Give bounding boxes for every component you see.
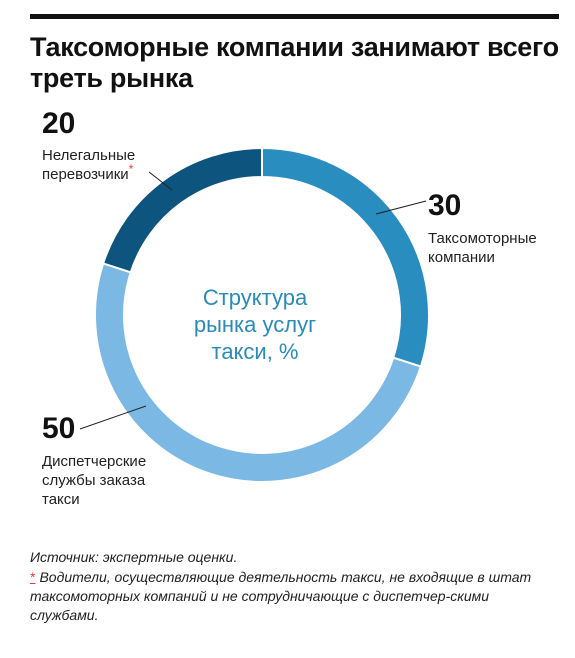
leader-line-illegal (148, 171, 173, 191)
label-dispatch: Диспетчерские службы заказа такси (42, 453, 147, 508)
slice-illegal (101, 146, 263, 274)
footnote: * Водители, осуществляющие деятельность т… (30, 568, 555, 625)
footnote-text: Водители, осуществляющие деятельность та… (30, 569, 532, 623)
chart-title: Таксоморные компании занимают всего трет… (30, 32, 559, 93)
source-note: Источник: экспертные оценки. (30, 549, 238, 565)
center-label: Структура рынка услуг такси, % (193, 285, 317, 364)
leader-line-taxi-companies (375, 200, 427, 215)
label-illegal-text: Нелегальные перевозчики (42, 147, 136, 183)
asterisk-marker: * (128, 162, 134, 176)
label-illegal: Нелегальные перевозчики* (42, 146, 135, 184)
value-illegal: 20 (42, 107, 76, 140)
leader-line-dispatch (79, 405, 147, 430)
label-taxi-companies: Таксомоторные компании (428, 230, 537, 266)
footnote-marker: * (30, 569, 36, 585)
value-taxi-companies: 30 (428, 189, 462, 222)
value-dispatch: 50 (42, 412, 76, 445)
top-rule (30, 14, 559, 19)
